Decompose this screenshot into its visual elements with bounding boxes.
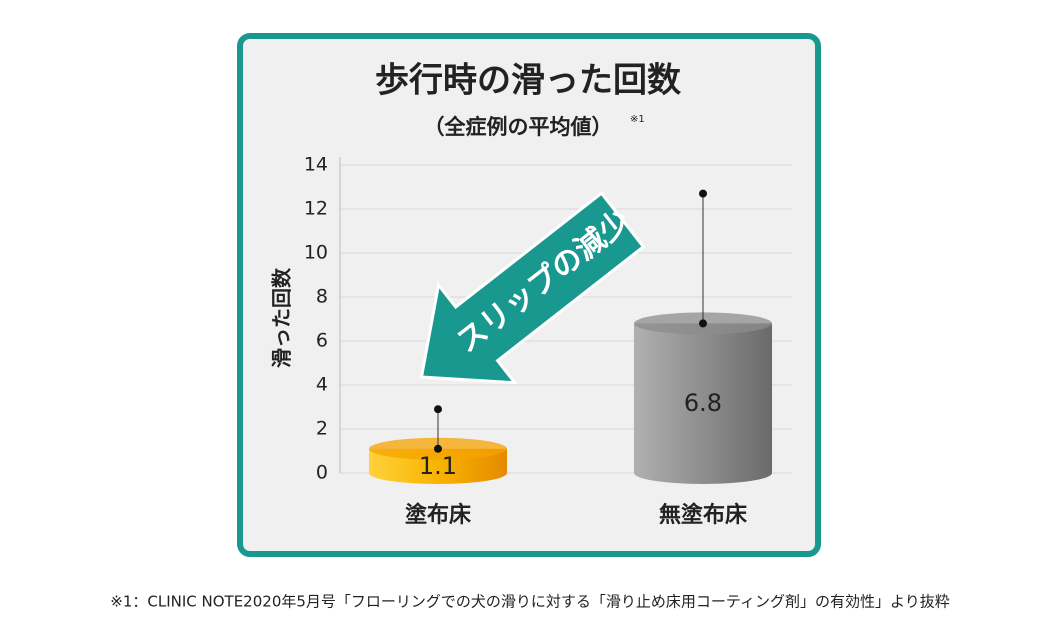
chart-title: 歩行時の滑った回数 [375, 61, 681, 101]
y-tick-label: 6 [316, 330, 328, 352]
arrow-shape [419, 191, 646, 385]
value-label: 1.1 [419, 452, 457, 480]
chart-subtitle: （全症例の平均値） [424, 115, 613, 139]
y-tick-label: 10 [304, 242, 328, 264]
footnote: ※1：CLINIC NOTE2020年5月号「フローリングでの犬の滑りに対する「… [110, 593, 949, 611]
x-tick-label: 塗布床 [405, 502, 472, 528]
mean-dot [434, 444, 442, 453]
value-label: 6.8 [684, 389, 722, 417]
error-cap [434, 405, 442, 414]
y-tick-label: 2 [316, 418, 328, 440]
y-tick-label: 14 [304, 154, 328, 176]
y-tick-label: 12 [304, 198, 328, 220]
y-axis-label: 滑った回数 [270, 267, 294, 368]
subtitle-note: ※1 [630, 114, 645, 125]
plot-area: 0 2 4 6 8 10 12 14 塗布床 1.1 無塗布床 6.8 [304, 154, 792, 528]
bar [634, 323, 772, 473]
mean-dot [699, 319, 707, 328]
y-tick-label: 4 [316, 374, 328, 396]
error-cap [699, 189, 707, 198]
x-tick-label: 無塗布床 [659, 502, 748, 528]
y-tick-label: 8 [316, 286, 328, 308]
y-tick-label: 0 [316, 462, 328, 484]
